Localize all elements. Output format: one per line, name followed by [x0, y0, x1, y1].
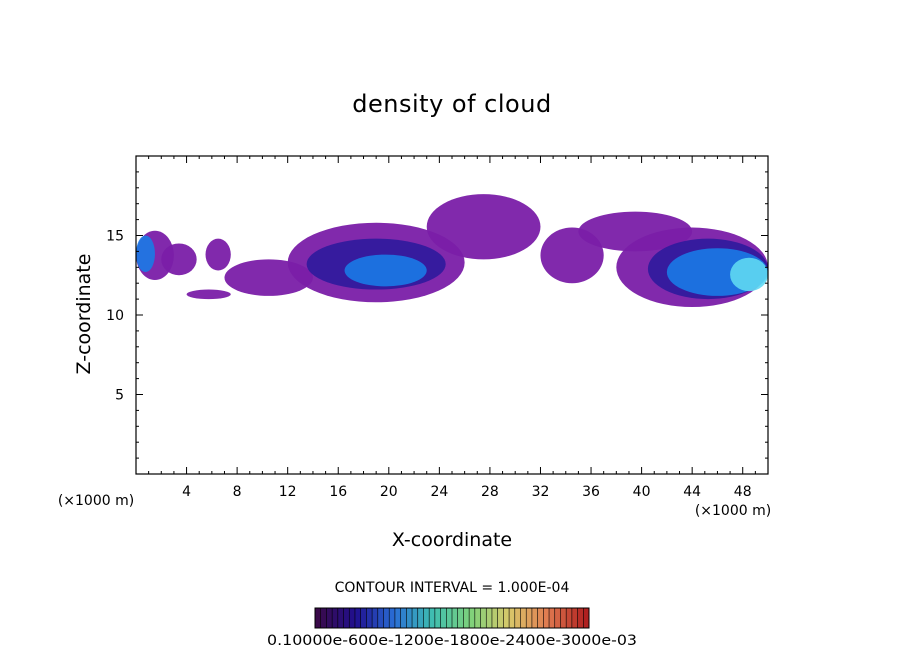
colorbar-segment — [372, 608, 379, 628]
colorbar-segment — [503, 608, 510, 628]
x-tick-label: 48 — [734, 484, 752, 500]
x-tick-labels: 4 8 12 16 20 24 28 32 36 40 44 48 — [182, 484, 752, 500]
colorbar-segment — [577, 608, 584, 628]
colorbar-segment — [366, 608, 373, 628]
colorbar-segment — [491, 608, 499, 628]
x-tick-label: 8 — [233, 484, 242, 500]
x-tick-label: 20 — [380, 484, 398, 500]
colorbar-segment — [480, 608, 487, 628]
colorbar-segment — [520, 608, 527, 628]
colorbar-segment — [440, 608, 447, 628]
x-axis-title: X-coordinate — [392, 529, 512, 551]
colorbar-segment — [571, 608, 579, 628]
colorbar — [314, 608, 590, 628]
x-tick-label: 16 — [329, 484, 347, 500]
colorbar-segment — [394, 608, 402, 628]
colorbar-segment — [417, 608, 424, 628]
colorbar-segment — [526, 608, 533, 628]
cloud-region-3 — [205, 238, 231, 271]
cloud-region-9 — [426, 194, 541, 260]
colorbar-segment — [457, 608, 464, 628]
cloud-region-15 — [730, 257, 768, 292]
colorbar-segment — [469, 608, 476, 628]
colorbar-segment — [434, 608, 442, 628]
colorbar-segment — [315, 608, 322, 628]
colorbar-segment — [474, 608, 482, 628]
x-tick-label: 40 — [633, 484, 651, 500]
y-tick-label: 15 — [106, 229, 124, 245]
colorbar-segment — [452, 608, 459, 628]
x-tick-label: 28 — [481, 484, 499, 500]
colorbar-segment — [497, 608, 504, 628]
x-tick-label: 4 — [182, 484, 191, 500]
colorbar-segment — [349, 608, 356, 628]
y-tick-label: 10 — [106, 308, 124, 324]
colorbar-segment — [412, 608, 419, 628]
colorbar-segment — [463, 608, 470, 628]
colorbar-segment — [543, 608, 550, 628]
contour-interval-label: CONTOUR INTERVAL = 1.000E-04 — [335, 580, 570, 596]
colorbar-segment — [537, 608, 544, 628]
x-tick-label: 36 — [582, 484, 600, 500]
x-tick-label: 44 — [683, 484, 701, 500]
colorbar-segment — [531, 608, 539, 628]
axis-ticks — [136, 156, 768, 474]
colorbar-segment — [320, 608, 327, 628]
colorbar-frame — [314, 607, 590, 629]
colorbar-segment — [509, 608, 516, 628]
colorbar-segment — [583, 608, 590, 628]
colorbar-segment — [446, 608, 453, 628]
cloud-density-field — [136, 194, 768, 308]
colorbar-segment — [429, 608, 436, 628]
x-tick-label: 12 — [279, 484, 297, 500]
x-tick-label: 32 — [532, 484, 550, 500]
colorbar-segment — [354, 608, 362, 628]
colorbar-segment — [560, 608, 567, 628]
x-tick-label: 24 — [430, 484, 448, 500]
chart-title: density of cloud — [352, 90, 551, 118]
cloud-region-2 — [161, 243, 197, 276]
colorbar-segment — [566, 608, 573, 628]
colorbar-segment — [423, 608, 430, 628]
colorbar-segment — [389, 608, 396, 628]
colorbar-segment — [360, 608, 367, 628]
colorbar-segment — [377, 608, 384, 628]
colorbar-labels: 0.10000e-600e-1200e-1800e-2400e-3000e-03 — [267, 633, 637, 649]
colorbar-segment — [406, 608, 413, 628]
colorbar-segment — [343, 608, 350, 628]
cloud-region-1 — [136, 235, 155, 273]
colorbar-segment — [337, 608, 345, 628]
colorbar-segment — [332, 608, 339, 628]
y-tick-label: 5 — [115, 388, 124, 404]
x-unit-label-left: (×1000 m) — [58, 493, 134, 509]
colorbar-segment — [326, 608, 333, 628]
y-tick-labels: 5 10 15 — [106, 229, 124, 404]
cloud-region-8 — [344, 254, 427, 287]
colorbar-segment — [514, 608, 521, 628]
cloud-region-4 — [186, 289, 231, 300]
colorbar-segment — [549, 608, 556, 628]
colorbar-segment — [554, 608, 561, 628]
colorbar-segment — [383, 608, 390, 628]
colorbar-segment — [486, 608, 493, 628]
y-axis-title: Z-coordinate — [73, 254, 95, 375]
colorbar-segment — [400, 608, 407, 628]
x-unit-label-right: (×1000 m) — [695, 503, 771, 519]
